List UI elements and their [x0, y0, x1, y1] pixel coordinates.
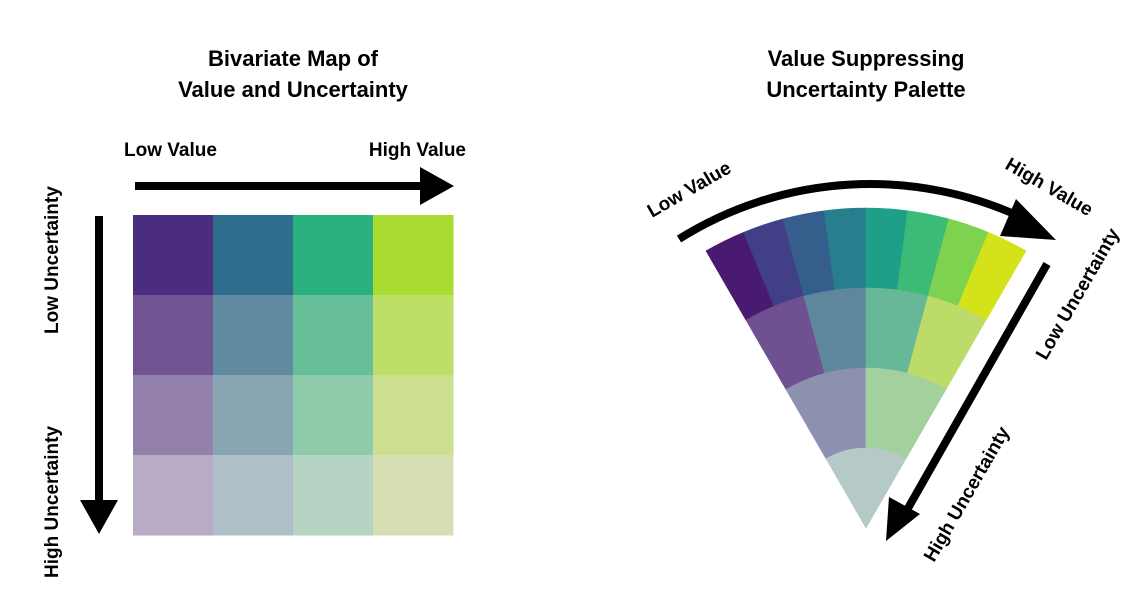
vsup-wedge-palette: [705, 207, 1027, 529]
wedge-cell-ring3-seg0: [825, 447, 907, 529]
grid-cell-r1-c0: [133, 295, 214, 376]
bivariate-color-grid: [133, 215, 454, 536]
vsup-title-line2: Uncertainty Palette: [766, 77, 965, 102]
grid-cell-r2-c3: [373, 375, 454, 456]
grid-cell-r2-c1: [213, 375, 294, 456]
grid-cell-r2-c0: [133, 375, 214, 456]
y-axis-high-uncertainty-label: High Uncertainty: [42, 426, 63, 578]
x-axis-low-value-label: Low Value: [124, 140, 217, 161]
grid-cell-r0-c2: [293, 215, 374, 296]
value-axis-arrow: [135, 167, 454, 205]
grid-cell-r1-c1: [213, 295, 294, 376]
bivariate-title-line2: Value and Uncertainty: [178, 77, 409, 102]
grid-cell-r2-c2: [293, 375, 374, 456]
vsup-low-uncertainty-label: Low Uncertainty: [1032, 225, 1124, 364]
grid-cell-r0-c1: [213, 215, 294, 296]
x-axis-high-value-label: High Value: [369, 140, 466, 161]
grid-cell-r3-c3: [373, 455, 454, 536]
grid-cell-r1-c3: [373, 295, 454, 376]
grid-cell-r3-c0: [133, 455, 214, 536]
grid-cell-r3-c2: [293, 455, 374, 536]
vsup-high-uncertainty-label: High Uncertainty: [920, 423, 1014, 566]
bivariate-title-line1: Bivariate Map of: [208, 46, 379, 71]
y-axis-low-uncertainty-label: Low Uncertainty: [42, 186, 63, 334]
grid-cell-r1-c2: [293, 295, 374, 376]
grid-cell-r0-c0: [133, 215, 214, 296]
grid-cell-r0-c3: [373, 215, 454, 296]
bivariate-map-panel: Bivariate Map of Value and Uncertainty L…: [42, 46, 466, 578]
uncertainty-axis-arrow: [80, 216, 118, 534]
vsup-panel: Value Suppressing Uncertainty Palette Lo…: [644, 46, 1124, 566]
grid-cell-r3-c1: [213, 455, 294, 536]
value-arc-arrow: [676, 180, 1056, 243]
vsup-title-line1: Value Suppressing: [768, 46, 965, 71]
uncertainty-diagonal-arrow: [886, 262, 1051, 541]
